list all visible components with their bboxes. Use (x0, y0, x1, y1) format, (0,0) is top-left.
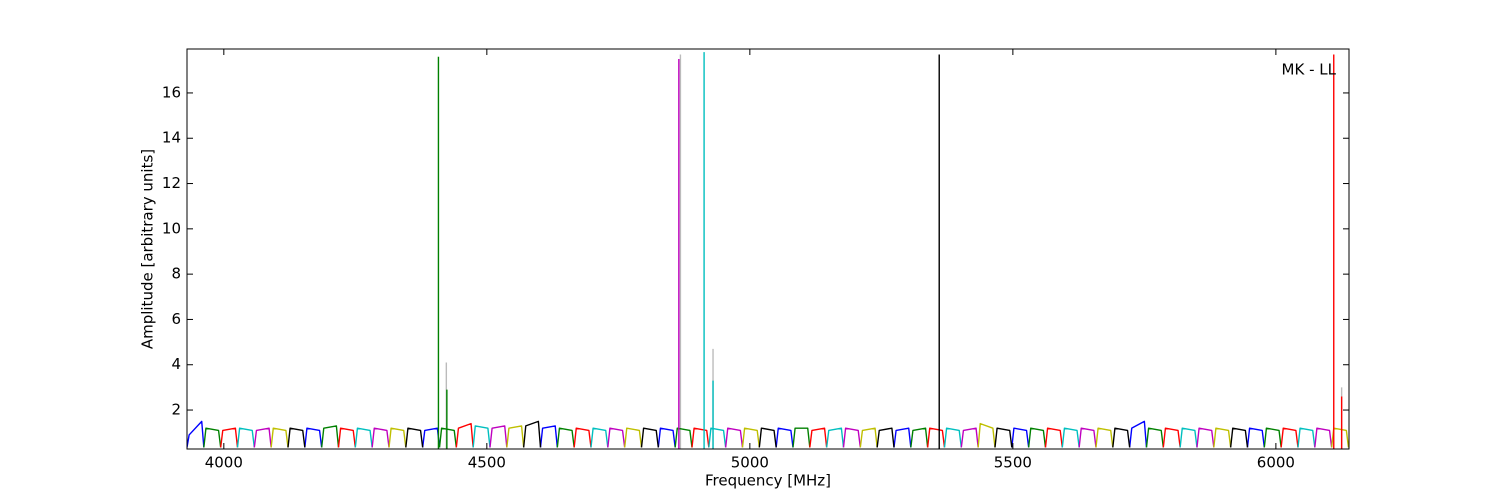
y-tick-label: 16 (162, 83, 181, 101)
spectrum-line (287, 420, 1249, 448)
x-tick-label: 5000 (731, 454, 769, 472)
annotation: MK - LL (1282, 61, 1337, 79)
spectrum-line (236, 425, 1316, 448)
x-tick-label: 4500 (468, 454, 506, 472)
y-axis-label: Amplitude [arbitrary units] (139, 149, 157, 349)
spectrum-line (219, 422, 1299, 448)
spectrum-line (1333, 54, 1343, 449)
y-tick-label: 10 (162, 219, 181, 237)
spectrum-line (437, 56, 448, 449)
x-tick-label: 6000 (1257, 454, 1295, 472)
y-tick-label: 2 (171, 401, 181, 419)
plot-frame (186, 48, 1350, 450)
y-tick-label: 14 (162, 129, 181, 147)
spectrum-line (703, 52, 714, 449)
x-axis-label: Frequency [MHz] (705, 472, 831, 490)
plot-lines (187, 52, 1349, 449)
spectrum-line (203, 425, 1282, 448)
x-tick-label: 4000 (205, 454, 243, 472)
y-tick-label: 4 (171, 355, 181, 373)
spectrum-line (187, 420, 1266, 448)
spectrum-line (270, 422, 1349, 448)
y-tick-label: 6 (171, 310, 181, 328)
y-tick-label: 12 (162, 174, 181, 192)
x-tick-label: 5500 (994, 454, 1032, 472)
y-tick-label: 8 (171, 265, 181, 283)
spectrum-line (253, 425, 1333, 448)
spectrum-line (445, 54, 1343, 449)
